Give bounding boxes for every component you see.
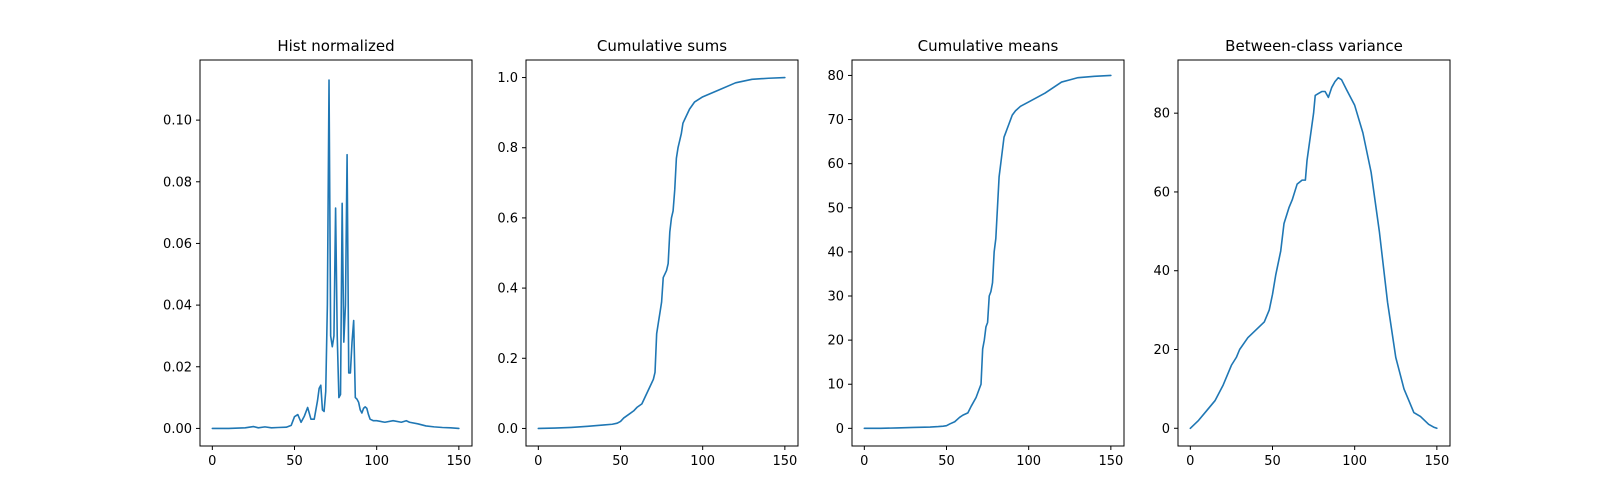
x-tick-label: 150 [446,454,471,469]
x-tick-label: 0 [860,454,868,469]
x-tick-label: 150 [1424,454,1449,469]
chart-title: Cumulative sums [597,37,727,55]
y-tick-label: 1.0 [497,71,518,86]
y-tick-label: 20 [827,334,844,349]
x-tick-label: 0 [208,454,216,469]
axes-frame [1177,59,1451,447]
x-tick-label: 150 [1098,454,1123,469]
chart-title: Cumulative means [918,37,1059,55]
chart-panel: Cumulative means 0 50 100 150 0 10 20 30 40 50 60 70… [827,37,1125,469]
x-tick-label: 50 [286,454,303,469]
x-tick-label: 0 [1186,454,1194,469]
x-tick-label: 100 [1016,454,1041,469]
y-tick-label: 80 [1153,107,1170,122]
series-line [537,76,786,430]
y-tick-label: 0.0 [497,422,518,437]
y-tick-label: 0 [1162,422,1170,437]
y-tick-label: 80 [827,69,844,84]
y-tick-label: 0.8 [497,141,518,156]
y-tick-label: 70 [827,113,844,128]
axes-frame [199,59,473,447]
chart-panel: Cumulative sums 0 50 100 150 0.0 0.2 0.4 0.6 0.8 1… [497,37,799,469]
x-tick-label: 150 [772,454,797,469]
series-line [1189,76,1438,430]
x-tick-label: 100 [1342,454,1367,469]
y-tick-label: 40 [1153,264,1170,279]
y-tick-label: 0.10 [163,114,192,129]
series-line [211,79,460,430]
x-tick-label: 50 [938,454,955,469]
chart-title: Hist normalized [277,37,394,55]
y-tick-label: 0.00 [163,422,192,437]
y-tick-label: 0.2 [497,352,518,367]
chart-title: Between-class variance [1225,37,1403,55]
y-tick-label: 60 [827,157,844,172]
chart-panel: Hist normalized 0 50 100 150 0.00 0.02 0.04 0.06… [163,37,473,469]
y-tick-label: 0.04 [163,299,192,314]
y-tick-label: 40 [827,245,844,260]
y-tick-label: 0.4 [497,282,518,297]
y-tick-label: 0.02 [163,360,192,375]
y-tick-label: 20 [1153,343,1170,358]
y-tick-label: 60 [1153,185,1170,200]
axes-frame [851,59,1125,447]
y-tick-label: 0.6 [497,211,518,226]
y-tick-label: 30 [827,290,844,305]
x-tick-label: 100 [364,454,389,469]
y-tick-label: 10 [827,378,844,393]
x-tick-label: 0 [534,454,542,469]
y-tick-label: 0 [836,422,844,437]
x-tick-label: 100 [690,454,715,469]
chart-panel: Between-class variance 0 50 100 150 0 20 40 60 80 [1153,37,1451,469]
y-tick-label: 50 [827,201,844,216]
y-tick-label: 0.06 [163,237,192,252]
x-tick-label: 50 [612,454,629,469]
series-line [863,74,1112,430]
axes-frame [525,59,799,447]
x-tick-label: 50 [1264,454,1281,469]
y-tick-label: 0.08 [163,175,192,190]
